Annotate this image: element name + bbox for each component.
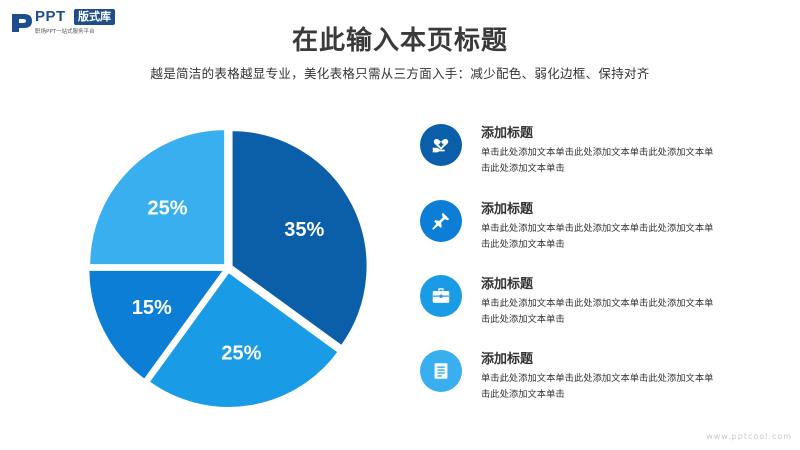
item-title[interactable]: 添加标题: [481, 126, 534, 141]
pie-slice: [230, 129, 369, 348]
item-icon-badge: [420, 275, 462, 317]
item-description[interactable]: 单击此处添加文本单击此处添加文本单击此处添加文本单击此处添加文本单击: [481, 373, 714, 400]
page-title[interactable]: 在此输入本页标题: [291, 26, 508, 56]
item-description[interactable]: 单击此处添加文本单击此处添加文本单击此处添加文本单击此处添加文本单击: [481, 147, 714, 174]
item-title[interactable]: 添加标题: [481, 277, 534, 292]
pie-slice: [87, 268, 227, 382]
pin-icon: [432, 212, 450, 230]
pie-slice-label: 35%: [284, 219, 324, 241]
document-icon: [434, 363, 448, 379]
item-title[interactable]: 添加标题: [481, 352, 534, 367]
list-item: 添加标题 单击此处添加文本单击此处添加文本单击此处添加文本单击此处添加文本单击: [420, 198, 740, 268]
briefcase-icon: [432, 288, 450, 303]
list-item: 添加标题 单击此处添加文本单击此处添加文本单击此处添加文本单击此处添加文本单击: [420, 348, 740, 418]
item-description[interactable]: 单击此处添加文本单击此处添加文本单击此处添加文本单击此处添加文本单击: [481, 298, 714, 325]
pie-slice: [88, 128, 227, 267]
logo-badge: 版式库: [74, 9, 115, 25]
watermark: www.pptcool.com: [706, 432, 792, 441]
pie-slice: [147, 270, 341, 409]
pie-slice-label: 25%: [221, 343, 261, 365]
item-description[interactable]: 单击此处添加文本单击此处添加文本单击此处添加文本单击此处添加文本单击: [481, 223, 714, 250]
list-item: 添加标题 单击此处添加文本单击此处添加文本单击此处添加文本单击此处添加文本单击: [420, 122, 740, 192]
list-item: 添加标题 单击此处添加文本单击此处添加文本单击此处添加文本单击此处添加文本单击: [420, 273, 740, 343]
logo-text: PPT: [35, 8, 66, 25]
logo-mark-icon: [12, 14, 32, 32]
brand-logo: PPT 版式库 职场PPT一站式服务平台: [10, 8, 160, 38]
logo-tagline: 职场PPT一站式服务平台: [35, 29, 95, 35]
page-subtitle[interactable]: 越是简洁的表格越显专业，美化表格只需从三方面入手：减少配色、弱化边框、保持对齐: [150, 66, 650, 81]
item-icon-badge: [420, 124, 462, 166]
pie-slice-label: 15%: [132, 297, 172, 319]
item-icon-badge: [420, 350, 462, 392]
item-title[interactable]: 添加标题: [481, 202, 534, 217]
heart-hand-icon: [432, 138, 449, 153]
item-icon-badge: [420, 200, 462, 242]
pie-slice-label: 25%: [147, 197, 187, 219]
